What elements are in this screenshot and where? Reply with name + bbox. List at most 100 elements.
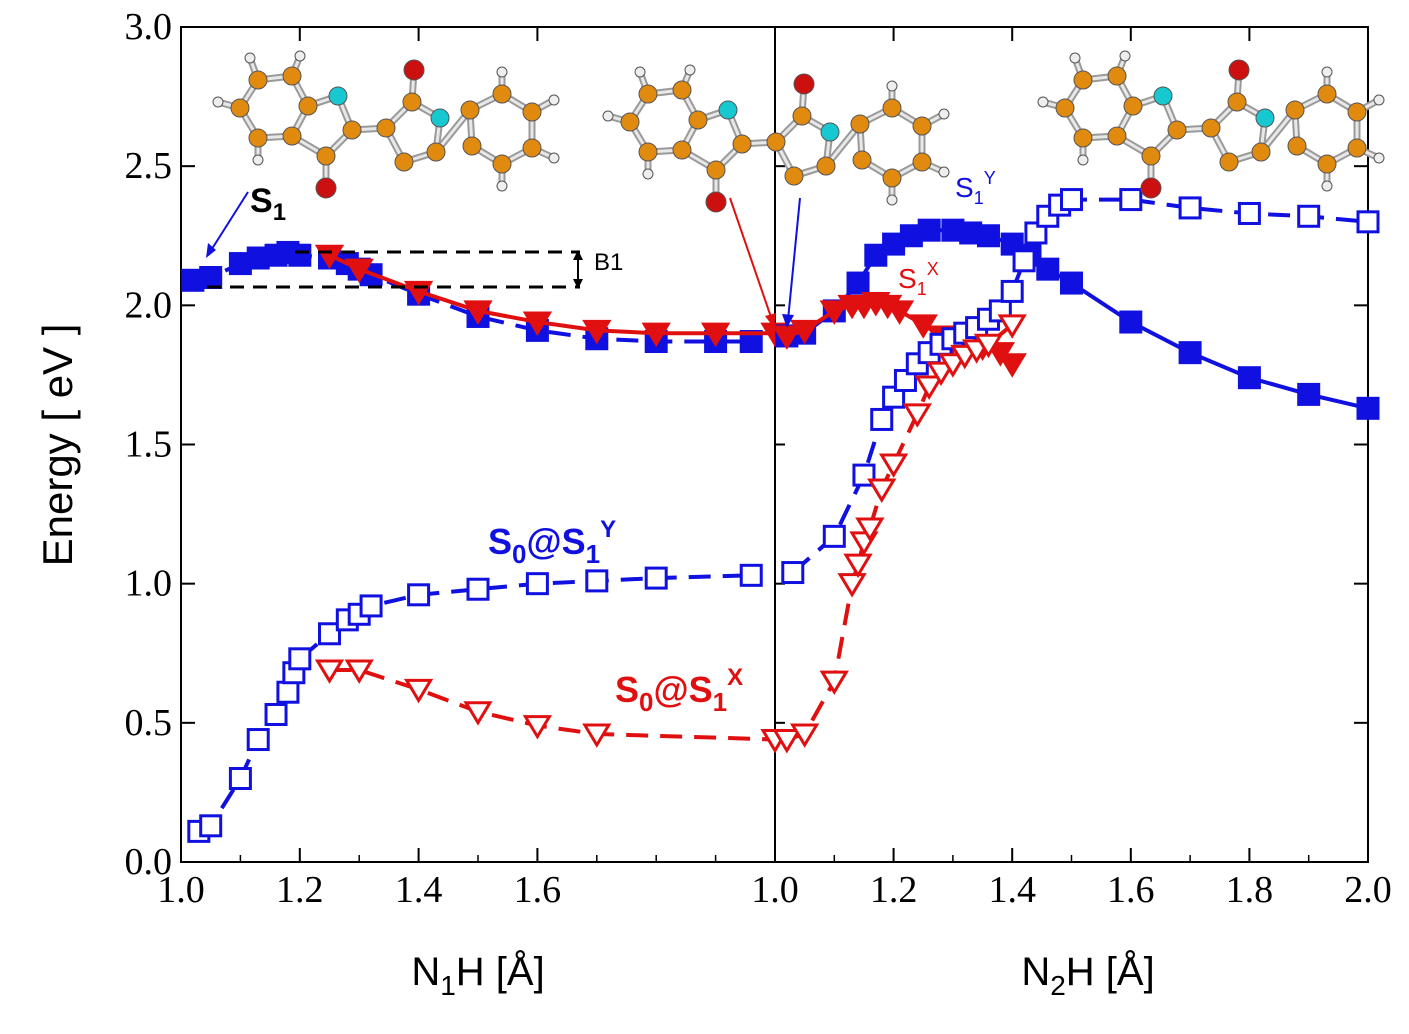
atom xyxy=(938,166,950,178)
arrow-red-center xyxy=(729,197,773,321)
data-point-triangle xyxy=(837,573,867,598)
data-point-triangle xyxy=(878,453,909,478)
atom xyxy=(816,156,836,176)
data-point-square xyxy=(1237,201,1261,225)
data-point-square xyxy=(1237,366,1261,390)
atom xyxy=(1140,177,1162,199)
atom xyxy=(212,96,224,108)
atom xyxy=(705,191,727,213)
atom xyxy=(315,177,337,199)
data-point-square xyxy=(870,407,894,431)
data-point-square xyxy=(1024,221,1048,245)
atom xyxy=(732,134,752,154)
data-point-square xyxy=(1297,382,1321,406)
data-point-triangle xyxy=(914,375,944,400)
atom xyxy=(820,122,840,142)
atom xyxy=(1123,96,1143,116)
atom xyxy=(1073,70,1093,90)
atom xyxy=(1255,108,1275,128)
data-point-square xyxy=(1297,204,1321,228)
atom xyxy=(342,120,362,140)
x-tick-label: 1.0 xyxy=(751,869,799,911)
data-point-square xyxy=(466,577,490,601)
s0-s1y-label: S0@S1Y xyxy=(488,516,616,569)
data-point-triangle xyxy=(997,314,1027,339)
atom xyxy=(492,84,512,104)
molecule-right xyxy=(1037,50,1385,199)
atom xyxy=(430,108,450,128)
atom xyxy=(548,152,560,164)
atom xyxy=(1321,180,1333,192)
atom xyxy=(248,128,268,148)
b1-arrow-top xyxy=(573,250,583,260)
atom xyxy=(792,106,812,126)
atom xyxy=(244,52,256,64)
atom xyxy=(394,152,414,172)
atom xyxy=(1287,136,1307,156)
atom xyxy=(1228,59,1250,81)
molecule-center xyxy=(602,64,950,213)
data-point-triangle xyxy=(997,353,1027,378)
data-point-triangle xyxy=(790,319,820,345)
data-point-triangle xyxy=(843,553,873,579)
x-tick-label: 1.0 xyxy=(157,869,205,911)
atom xyxy=(496,180,508,192)
data-point-square xyxy=(585,569,609,593)
data-point-square xyxy=(1000,279,1024,303)
atom xyxy=(402,92,422,112)
data-point-square xyxy=(246,728,270,752)
data-point-square xyxy=(407,583,431,607)
atom xyxy=(294,50,306,62)
atom xyxy=(852,150,872,170)
atom xyxy=(496,66,508,78)
data-point-square xyxy=(1060,271,1083,295)
x-tick-label: 2.0 xyxy=(1344,869,1392,911)
atom xyxy=(684,64,696,76)
data-point-square xyxy=(288,647,312,671)
atom xyxy=(1317,154,1337,174)
x-tick-label: 1.8 xyxy=(1226,869,1274,911)
x-tick-label: 1.2 xyxy=(870,869,918,911)
atom xyxy=(634,66,646,78)
atom xyxy=(1141,146,1161,166)
atom xyxy=(672,140,692,160)
arrow-blue-center xyxy=(787,197,801,321)
series-layer xyxy=(181,188,1380,843)
atom xyxy=(426,142,446,162)
atom xyxy=(462,136,482,156)
atom xyxy=(376,118,396,138)
data-point-square xyxy=(288,243,312,267)
atom xyxy=(882,168,902,188)
atom xyxy=(282,66,302,86)
x-tick-label: 1.6 xyxy=(514,869,562,911)
atom xyxy=(1153,86,1173,106)
b1-arrow-bottom xyxy=(573,279,583,289)
ticks-group: 0.0 0.5 1.0 1.5 2.0 2.5 3.0 1.0 1.2 1.4 1.6 1.0 1.2 1… xyxy=(125,6,1392,911)
data-point-triangle xyxy=(463,300,493,325)
atom xyxy=(1055,98,1075,118)
x-tick-label: 1.4 xyxy=(988,869,1036,911)
molecule-left xyxy=(212,50,560,199)
y-tick-label: 3.0 xyxy=(125,6,173,48)
atom xyxy=(886,80,898,92)
atom xyxy=(1373,94,1385,106)
atom xyxy=(282,126,302,146)
atom xyxy=(316,146,336,166)
atom xyxy=(492,154,512,174)
data-point-triangle xyxy=(772,729,802,754)
atom xyxy=(1069,52,1081,64)
data-point-triangle xyxy=(344,659,374,684)
data-point-triangle xyxy=(902,403,932,428)
data-point-square xyxy=(264,702,288,726)
molecule-structures xyxy=(212,50,1385,213)
data-point-square xyxy=(917,218,941,242)
data-point-triangle xyxy=(522,715,553,740)
data-point-triangle xyxy=(790,723,820,748)
y-axis-label: Energy [ eV ] xyxy=(34,324,81,567)
atom xyxy=(706,160,726,180)
data-point-square xyxy=(781,561,805,585)
atom xyxy=(403,59,425,81)
data-point-square xyxy=(893,368,917,392)
atom xyxy=(938,108,950,120)
